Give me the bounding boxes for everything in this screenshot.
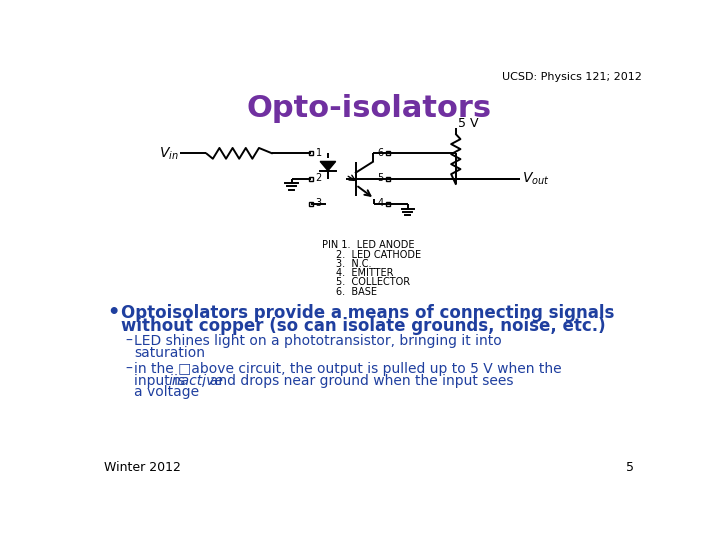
Text: $V_{out}$: $V_{out}$ [523, 171, 550, 187]
Polygon shape [320, 161, 336, 171]
Bar [387, 177, 390, 181]
Text: 3: 3 [315, 198, 322, 208]
Text: , and drops near ground when the input sees: , and drops near ground when the input s… [201, 374, 513, 388]
Text: 2: 2 [315, 173, 322, 183]
Text: LED shines light on a phototransistor, bringing it into: LED shines light on a phototransistor, b… [134, 334, 502, 348]
Text: 4.  EMITTER: 4. EMITTER [336, 268, 394, 278]
Text: 4: 4 [377, 198, 384, 208]
Bar [309, 177, 312, 181]
Text: 6.  BASE: 6. BASE [336, 287, 377, 296]
Text: input is: input is [134, 374, 189, 388]
Text: a voltage: a voltage [134, 385, 199, 399]
Text: 3.  N.C.: 3. N.C. [336, 259, 372, 269]
Text: Opto-isolators: Opto-isolators [246, 94, 492, 123]
Text: 6: 6 [377, 147, 384, 158]
Text: –: – [125, 334, 132, 348]
Text: saturation: saturation [134, 346, 205, 360]
Text: $V_{in}$: $V_{in}$ [158, 145, 179, 161]
Text: –: – [125, 362, 132, 376]
Text: Optoisolators provide a means of connecting signals: Optoisolators provide a means of connect… [121, 303, 614, 321]
Text: 5 V: 5 V [458, 117, 479, 130]
Text: •: • [107, 303, 120, 322]
Bar [387, 151, 390, 156]
Bar [309, 202, 312, 206]
Text: 2.  LED CATHODE: 2. LED CATHODE [336, 249, 422, 260]
Text: 5.  COLLECTOR: 5. COLLECTOR [336, 278, 410, 287]
Text: 1: 1 [315, 147, 322, 158]
Text: inactive: inactive [168, 374, 223, 388]
Bar [309, 151, 312, 156]
Text: in the □above circuit, the output is pulled up to 5 V when the: in the □above circuit, the output is pul… [134, 362, 562, 376]
Text: 5: 5 [626, 462, 634, 475]
Text: Winter 2012: Winter 2012 [104, 462, 181, 475]
Text: PIN 1.  LED ANODE: PIN 1. LED ANODE [323, 240, 415, 251]
Text: without copper (so can isolate grounds, noise, etc.): without copper (so can isolate grounds, … [121, 316, 606, 335]
Text: 5: 5 [377, 173, 384, 183]
Bar [387, 202, 390, 206]
Text: UCSD: Physics 121; 2012: UCSD: Physics 121; 2012 [502, 72, 642, 83]
